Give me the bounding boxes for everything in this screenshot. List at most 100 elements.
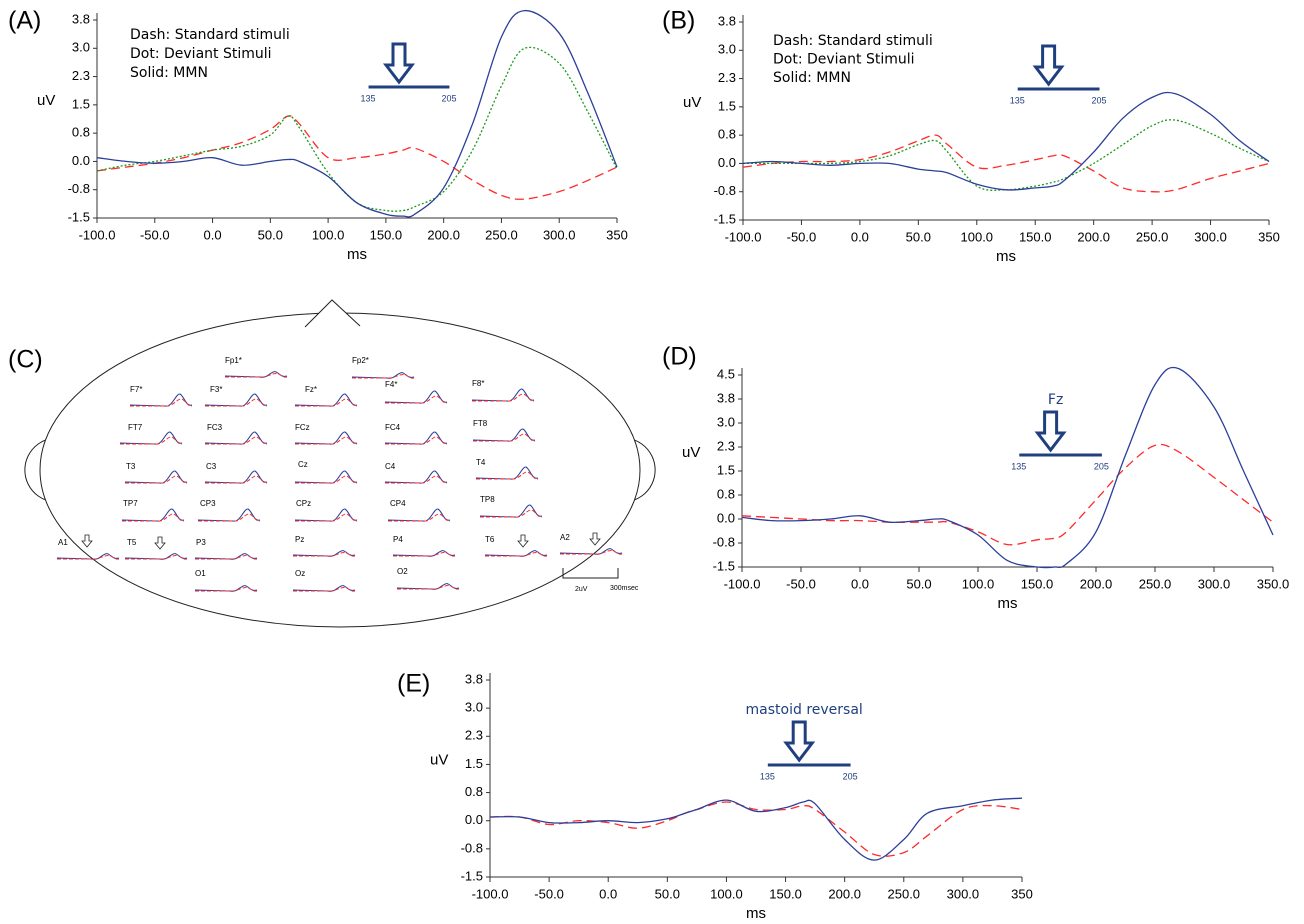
electrode-label: A1: [58, 538, 68, 547]
electrode-label: FC4: [385, 423, 401, 432]
x-tick-label: 200.0: [427, 227, 460, 242]
series-line: [741, 443, 1274, 546]
bracket-label: 135: [760, 771, 775, 781]
y-tick-label: 2.3: [717, 438, 735, 453]
electrode-label: Fz*: [305, 385, 317, 394]
head-outline: [24, 299, 656, 628]
legend-entry: Dash: Standard stimuli: [130, 27, 290, 43]
y-tick-label: 3.8: [717, 390, 735, 405]
x-tick-label: 250.0: [1139, 576, 1172, 591]
panel-label: (D): [662, 343, 697, 371]
y-tick-label: 3.8: [465, 671, 483, 686]
electrode-trace: [130, 398, 193, 407]
electrode-trace: [473, 433, 536, 442]
window-arrow: [783, 720, 816, 763]
x-tick-label: 350: [1011, 886, 1033, 901]
electrode-label: FT8: [473, 419, 488, 428]
electrode-trace: [295, 475, 358, 484]
electrode-label: C3: [206, 462, 217, 471]
y-tick-label: 3.0: [718, 42, 736, 57]
electrode-label: F4*: [385, 380, 397, 389]
x-tick-label: -100.0: [472, 886, 509, 901]
y-axis-title: uV: [682, 444, 700, 461]
bracket-label: 205: [843, 771, 858, 781]
x-tick-label: 300.0: [1198, 576, 1231, 591]
electrode-label: Fp1*: [225, 356, 242, 365]
electrode-label: FCz: [295, 423, 310, 432]
x-tick-label: 50.0: [906, 576, 931, 591]
panel-label: (E): [397, 670, 430, 698]
scale-bar: [562, 568, 619, 579]
bracket-label: 135: [361, 93, 376, 103]
electrode-trace: [122, 513, 185, 522]
electrode-trace: [198, 513, 261, 522]
legend-entry: Dot: Deviant Stimuli: [773, 52, 915, 68]
x-tick-label: -50.0: [787, 229, 817, 244]
x-tick-label: 0.0: [204, 227, 222, 242]
y-tick-label: -0.8: [713, 534, 735, 549]
scale-label: 300msec: [610, 585, 639, 592]
electrode-trace: [385, 395, 448, 404]
electrode-label: T6: [485, 535, 495, 544]
series-line: [489, 801, 1023, 857]
electrode-trace: [205, 475, 268, 484]
x-tick-label: 250.0: [888, 886, 921, 901]
y-tick-label: 3.8: [72, 11, 90, 26]
annotation: mastoid reversal: [746, 702, 863, 718]
bracket-label: 205: [1094, 461, 1109, 471]
series-line: [96, 115, 618, 200]
x-tick-label: 300.0: [543, 227, 576, 242]
y-tick-label: -1.5: [714, 211, 736, 226]
y-tick-label: 3.0: [717, 414, 735, 429]
electrode-label: CP4: [390, 499, 406, 508]
electrode-trace: [385, 475, 448, 484]
bracket-label: 205: [441, 93, 456, 103]
electrode-trace: [480, 509, 543, 518]
x-axis-title: ms: [347, 246, 367, 263]
x-tick-label: -50.0: [140, 227, 170, 242]
legend-entry: Dot: Deviant Stimuli: [130, 46, 272, 62]
series-line: [742, 134, 1270, 193]
x-tick-label: 350.0: [1257, 576, 1290, 591]
window-arrow: [1034, 410, 1067, 453]
window-arrow: [382, 42, 416, 85]
y-tick-label: 0.8: [717, 486, 735, 501]
electrode-trace: [205, 436, 268, 445]
electrode-label: O2: [397, 567, 408, 576]
x-tick-label: 250.0: [1136, 229, 1169, 244]
electrode-label: Pz: [295, 535, 304, 544]
x-axis-title: ms: [746, 905, 766, 922]
legend-entry: Solid: MMN: [130, 65, 208, 81]
series-line: [742, 91, 1270, 191]
electrode-label: CPz: [296, 499, 311, 508]
electrode-trace: [385, 436, 448, 445]
x-tick-label: -50.0: [786, 576, 816, 591]
electrode-trace: [476, 471, 539, 480]
x-tick-label: 100.0: [961, 229, 994, 244]
electrode-trace: [295, 398, 358, 407]
x-tick-label: 250.0: [485, 227, 518, 242]
electrode-label: O1: [195, 569, 206, 578]
marker-arrow: [589, 532, 601, 546]
legend-entry: Dash: Standard stimuli: [773, 33, 933, 49]
series-line: [741, 366, 1274, 569]
electrode-trace: [120, 436, 183, 445]
x-tick-label: 150.0: [370, 227, 403, 242]
x-tick-label: 150.0: [769, 886, 802, 901]
x-axis-title: ms: [998, 595, 1018, 612]
x-tick-label: 100.0: [710, 886, 743, 901]
electrode-label: TP7: [123, 499, 138, 508]
y-tick-label: 3.0: [72, 40, 90, 55]
electrode-label: FT7: [128, 423, 143, 432]
scale-label: 2uV: [575, 586, 588, 593]
electrode-label: T4: [476, 458, 486, 467]
y-tick-label: 1.5: [718, 98, 736, 113]
bracket-label: 135: [1011, 461, 1026, 471]
y-tick-label: 2.3: [718, 70, 736, 85]
y-tick-label: 1.5: [72, 96, 90, 111]
y-tick-label: -1.5: [461, 868, 483, 883]
x-tick-label: 0.0: [851, 229, 869, 244]
y-tick-label: 0.8: [718, 127, 736, 142]
x-tick-label: 100.0: [312, 227, 345, 242]
electrode-label: P3: [196, 538, 206, 547]
